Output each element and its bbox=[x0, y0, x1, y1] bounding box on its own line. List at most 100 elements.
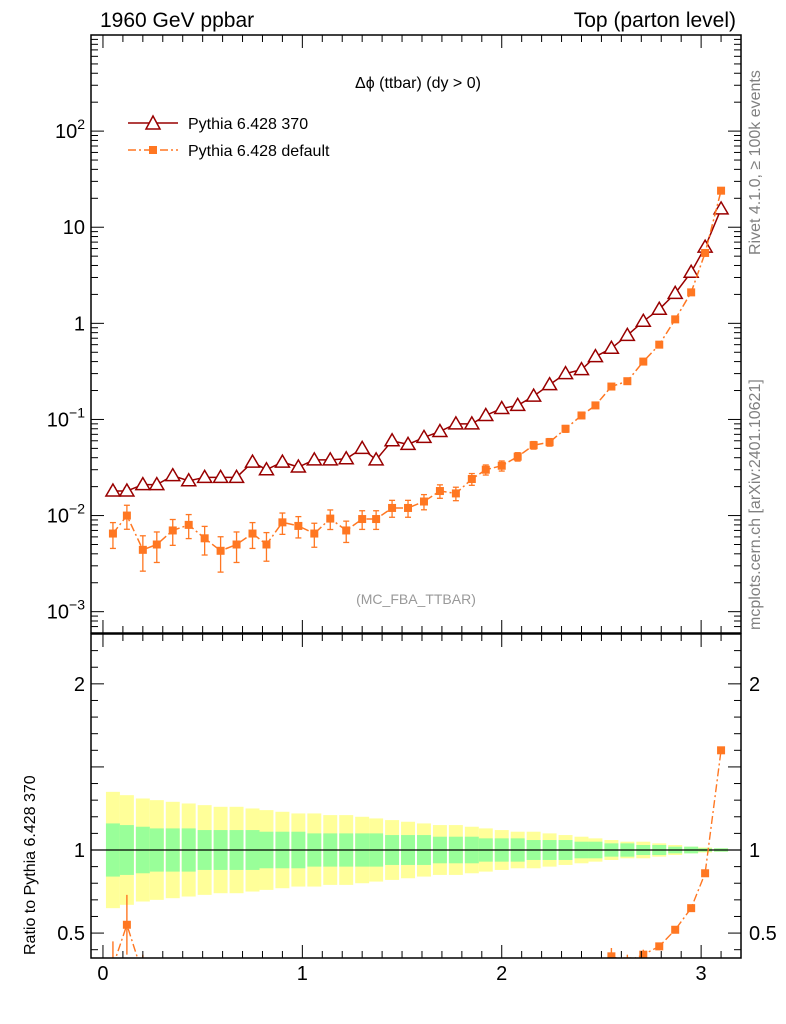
main-frame bbox=[90, 34, 742, 634]
data-point-triangle bbox=[104, 482, 122, 497]
legend-entry-pythia-default: Pythia 6.428 default bbox=[128, 143, 330, 160]
ratio-ytick-label-left: 0.5 bbox=[57, 923, 85, 945]
data-point-triangle bbox=[557, 365, 574, 380]
data-point-triangle bbox=[164, 467, 182, 482]
data-point-square bbox=[278, 518, 287, 527]
ratio-ytick-label-right: 2 bbox=[749, 674, 760, 696]
ratio-xtick-label: 2 bbox=[496, 963, 507, 985]
data-point-square bbox=[262, 540, 271, 549]
ratio-line-0 bbox=[114, 922, 139, 958]
ratio-point bbox=[655, 942, 664, 951]
analysis-label: (MC_FBA_TTBAR) bbox=[356, 591, 476, 607]
data-point-square bbox=[717, 186, 726, 195]
main-ytick-exponent: −2 bbox=[69, 501, 85, 517]
data-point-square bbox=[513, 452, 522, 461]
data-point-triangle bbox=[134, 476, 152, 491]
data-point-triangle bbox=[212, 468, 229, 484]
data-point-square bbox=[184, 520, 193, 529]
data-point-square bbox=[687, 288, 696, 297]
data-point-triangle bbox=[525, 387, 542, 402]
data-point-square bbox=[404, 503, 413, 512]
mcplots-label: mcplots.cern.ch [arXiv:2401.10621] bbox=[747, 379, 764, 630]
ratio-point bbox=[591, 962, 599, 970]
ratio-ytick-label-left: 1 bbox=[74, 840, 85, 862]
data-point-square bbox=[607, 382, 616, 391]
data-point-triangle bbox=[118, 482, 136, 497]
data-point-square bbox=[248, 529, 257, 538]
data-point-triangle bbox=[196, 468, 213, 484]
main-ytick-label: 10−1 bbox=[47, 404, 85, 431]
data-point-square bbox=[108, 529, 117, 538]
data-point-square bbox=[388, 503, 397, 512]
main-ytick-exponent: 2 bbox=[77, 116, 85, 132]
data-point-triangle bbox=[258, 461, 275, 476]
data-point-triangle bbox=[431, 422, 449, 438]
data-point-square bbox=[342, 526, 351, 535]
data-point-square bbox=[591, 401, 600, 410]
ratio-point bbox=[122, 920, 131, 929]
data-point-triangle bbox=[148, 476, 166, 491]
data-point-triangle bbox=[634, 312, 652, 328]
ratio-point bbox=[109, 962, 117, 970]
main-ytick-exponent: −1 bbox=[69, 404, 85, 420]
data-point-triangle bbox=[603, 339, 620, 355]
series-0 bbox=[104, 200, 730, 497]
data-point-square bbox=[122, 511, 131, 520]
data-point-square bbox=[701, 248, 710, 257]
ratio-frame bbox=[90, 633, 742, 959]
ratio-ytick-label-left: 2 bbox=[74, 674, 85, 696]
data-point-square bbox=[200, 534, 209, 543]
ratio-xtick-label: 1 bbox=[297, 963, 308, 985]
ratio-xtick-label: 3 bbox=[696, 963, 707, 985]
ratio-point bbox=[717, 746, 726, 755]
plot-title: Δϕ (ttbar) (dy > 0) bbox=[355, 75, 481, 92]
data-point-triangle bbox=[541, 376, 558, 391]
data-point-square bbox=[467, 475, 476, 484]
data-point-square bbox=[577, 411, 586, 420]
data-point-triangle bbox=[244, 453, 261, 468]
data-point-triangle bbox=[477, 406, 495, 422]
data-point-square bbox=[545, 438, 554, 447]
data-point-square bbox=[326, 514, 335, 523]
header-right: Top (parton level) bbox=[574, 9, 736, 32]
data-point-triangle bbox=[321, 451, 339, 466]
data-point-square bbox=[168, 526, 177, 535]
ratio-series-group bbox=[109, 746, 726, 970]
series-line bbox=[112, 208, 722, 492]
data-point-triangle bbox=[619, 326, 636, 342]
header-left: 1960 GeV ppbar bbox=[100, 9, 254, 32]
data-point-square bbox=[529, 441, 538, 450]
legend-entry-pythia-370: Pythia 6.428 370 bbox=[128, 114, 308, 133]
data-point-square bbox=[435, 487, 444, 496]
series-line bbox=[112, 190, 722, 552]
data-point-square bbox=[639, 357, 648, 366]
data-point-triangle bbox=[274, 453, 291, 468]
data-point-triangle bbox=[383, 432, 401, 447]
legend-square-icon bbox=[149, 146, 157, 154]
data-point-triangle bbox=[337, 450, 355, 465]
data-point-triangle bbox=[463, 415, 481, 430]
data-point-triangle bbox=[228, 468, 245, 484]
main-ytick-label: 10−3 bbox=[47, 597, 85, 624]
main-ytick-label: 1 bbox=[74, 313, 85, 335]
data-point-square bbox=[216, 546, 225, 555]
ratio-ylabel: Ratio to Pythia 6.428 370 bbox=[22, 775, 39, 955]
data-point-square bbox=[451, 489, 460, 498]
data-point-triangle bbox=[415, 428, 433, 444]
data-point-triangle bbox=[306, 451, 323, 466]
data-point-triangle bbox=[509, 396, 526, 412]
legend-label-pythia-370: Pythia 6.428 370 bbox=[188, 116, 308, 133]
data-point-square bbox=[671, 315, 680, 324]
data-point-square bbox=[655, 340, 664, 349]
rivet-label: Rivet 4.1.0, ≥ 100k events bbox=[747, 70, 764, 255]
data-point-triangle bbox=[367, 451, 385, 466]
data-point-square bbox=[623, 377, 632, 386]
data-point-triangle bbox=[573, 361, 590, 376]
series-1 bbox=[108, 186, 726, 573]
data-point-square bbox=[561, 424, 570, 433]
ratio-xtick-label: 0 bbox=[97, 963, 108, 985]
data-point-square bbox=[372, 515, 381, 524]
ratio-point bbox=[607, 952, 616, 958]
data-point-square bbox=[358, 515, 367, 524]
